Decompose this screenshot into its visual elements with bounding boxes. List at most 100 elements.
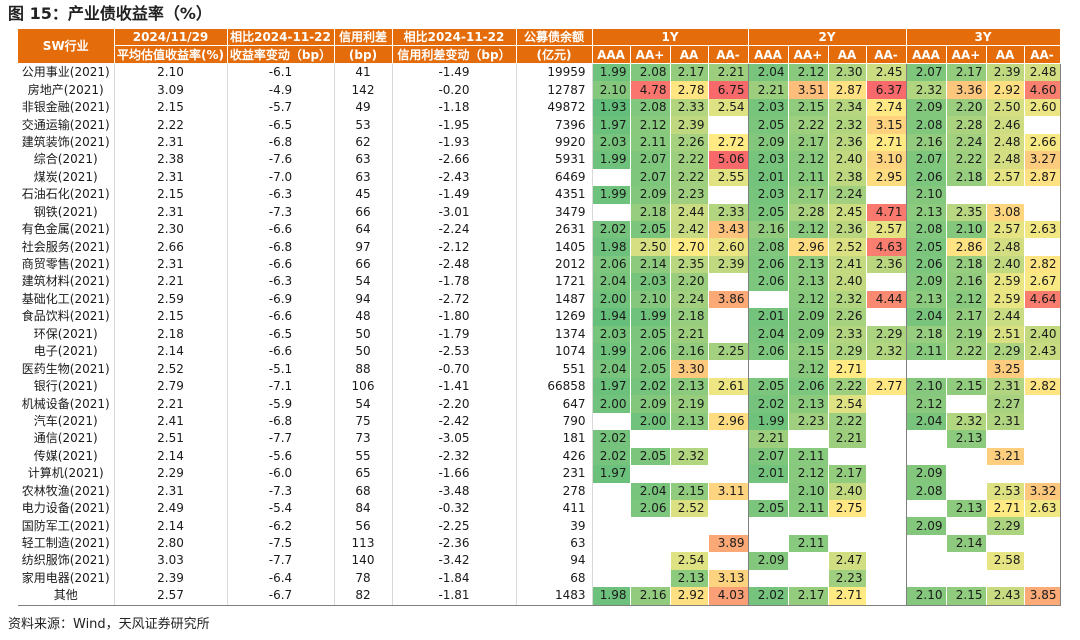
yield-3y-aa-minus: 4.60: [1024, 81, 1061, 99]
yield-1y-aa-minus: [708, 308, 749, 326]
yield-1y-aa: 2.24: [670, 290, 709, 309]
yield-3y-aaa: 2.10: [906, 587, 947, 606]
yield-2y-aaa: 2.08: [748, 238, 789, 256]
bond-balance: 63: [516, 534, 593, 553]
yield-2y-aa: 2.17: [828, 465, 867, 483]
yield-1y-aa: 2.33: [670, 98, 709, 117]
credit-spread: 106: [334, 377, 393, 396]
industry-name: 其他: [18, 587, 115, 606]
yield-2y-aa-minus: [866, 186, 907, 204]
yield-1y-aa-plus: 2.09: [630, 186, 671, 204]
yield-3y-aa-plus: 2.22: [946, 151, 987, 169]
yield-3y-aa-plus: 3.36: [946, 81, 987, 99]
yield-1y-aa: 2.16: [670, 343, 709, 361]
yield-1y-aa: 2.26: [670, 133, 709, 152]
credit-spread: 140: [334, 552, 393, 570]
bond-balance: 411: [516, 499, 593, 518]
yield-2y-aa: 2.21: [828, 430, 867, 448]
industry-name: 计算机(2021): [18, 465, 115, 483]
yield-2y-aa: 2.22: [828, 377, 867, 396]
yield-1y-aa: 2.18: [670, 308, 709, 326]
source-note: 资料来源：Wind，天风证券研究所: [8, 617, 210, 632]
spread-change: -2.72: [392, 290, 517, 309]
yield-1y-aa: 2.13: [670, 377, 709, 396]
table-row: 钢铁(2021) 2.31 -7.3 66 -3.01 3479 2.18 2.44 2.33 2…: [18, 203, 1061, 221]
yield-1y-aaa: 2.04: [592, 273, 631, 291]
yield-2y-aaa: 2.05: [748, 499, 789, 518]
yield-2y-aaa: 2.01: [748, 308, 789, 326]
table-row: 建筑装饰(2021) 2.31 -6.8 62 -1.93 9920 2.03 2.11 2.2…: [18, 133, 1061, 152]
yield-2y-aa: 2.32: [828, 116, 867, 134]
yield-1y-aa-minus: [708, 395, 749, 413]
yield-2y-aa-minus: [866, 517, 907, 535]
yield-3y-aa-minus: 2.66: [1024, 133, 1061, 152]
table-row: 环保(2021) 2.18 -6.5 50 -1.79 1374 2.03 2.05 2.21 2…: [18, 325, 1061, 343]
credit-spread: 55: [334, 447, 393, 466]
header-1y-aaa: AAA: [592, 45, 631, 64]
yield-2y-aa-plus: 3.51: [788, 81, 829, 99]
industry-name: 公用事业(2021): [18, 63, 115, 82]
yield-change: -6.4: [227, 569, 335, 588]
credit-spread: 113: [334, 534, 393, 553]
spread-change: -1.66: [392, 465, 517, 483]
yield-2y-aa: 2.52: [828, 238, 867, 256]
yield-3y-aa: [986, 534, 1025, 553]
yield-3y-aa: 3.25: [986, 360, 1025, 378]
yield-2y-aaa: 2.06: [748, 255, 789, 274]
industry-name: 电力设备(2021): [18, 499, 115, 518]
yield-3y-aaa: 2.09: [906, 517, 947, 535]
yield-1y-aaa: 2.04: [592, 360, 631, 378]
bond-balance: 426: [516, 447, 593, 466]
yield-2y-aa-plus: [788, 569, 829, 588]
avg-yield: 2.80: [114, 534, 228, 553]
header-2y-aa: AA: [828, 45, 867, 64]
yield-2y-aaa: 2.04: [748, 325, 789, 343]
yield-2y-aaa: 1.99: [748, 412, 789, 431]
yield-2y-aa-plus: 2.11: [788, 168, 829, 187]
avg-yield: 2.38: [114, 151, 228, 169]
yield-change: -6.5: [227, 325, 335, 343]
yield-change: -6.9: [227, 290, 335, 309]
yield-2y-aa: 2.40: [828, 151, 867, 169]
yield-3y-aa-plus: [946, 482, 987, 500]
yield-1y-aa-plus: [630, 465, 671, 483]
credit-spread: 66: [334, 255, 393, 274]
spread-change: -3.01: [392, 203, 517, 221]
credit-spread: 64: [334, 220, 393, 239]
yield-1y-aa: 2.13: [670, 412, 709, 431]
industry-name: 交通运输(2021): [18, 116, 115, 134]
yield-1y-aaa: [592, 482, 631, 500]
bond-balance: 49872: [516, 98, 593, 117]
spread-change: -3.48: [392, 482, 517, 500]
yield-2y-aa-plus: [788, 552, 829, 570]
yield-2y-aa-minus: [866, 465, 907, 483]
table-row: 公用事业(2021) 2.10 -6.1 41 -1.49 19959 1.99 2.08 2.…: [18, 63, 1061, 82]
yield-1y-aa-minus: 2.33: [708, 203, 749, 221]
avg-yield: 2.14: [114, 447, 228, 466]
yield-1y-aaa: [592, 517, 631, 535]
avg-yield: 2.31: [114, 133, 228, 152]
yield-3y-aa-plus: 2.86: [946, 238, 987, 256]
yield-1y-aa-minus: [708, 517, 749, 535]
table-row: 非银金融(2021) 2.15 -5.7 49 -1.18 49872 1.93 2.08 2.…: [18, 98, 1061, 117]
yield-3y-aa-minus: 3.32: [1024, 482, 1061, 500]
yield-1y-aa: 2.22: [670, 168, 709, 187]
yield-3y-aa: 2.31: [986, 412, 1025, 431]
avg-yield: 2.31: [114, 255, 228, 274]
yield-2y-aaa: 2.06: [748, 273, 789, 291]
yield-2y-aa-minus: [866, 395, 907, 413]
yield-1y-aaa: 1.99: [592, 63, 631, 82]
credit-spread: 75: [334, 412, 393, 431]
avg-yield: 2.59: [114, 290, 228, 309]
yield-2y-aaa: 2.21: [748, 430, 789, 448]
yield-2y-aa-minus: [866, 273, 907, 291]
spread-change: -1.95: [392, 116, 517, 134]
bond-balance: 647: [516, 395, 593, 413]
table-row: 食品饮料(2021) 2.15 -6.6 48 -1.80 1269 1.94 1.99 2.1…: [18, 308, 1061, 326]
industry-name: 基础化工(2021): [18, 290, 115, 309]
yield-3y-aa-plus: [946, 395, 987, 413]
bond-balance: 68: [516, 569, 593, 588]
credit-spread: 54: [334, 273, 393, 291]
yield-2y-aa-minus: [866, 552, 907, 570]
header-group-3y: 3Y: [906, 29, 1061, 46]
